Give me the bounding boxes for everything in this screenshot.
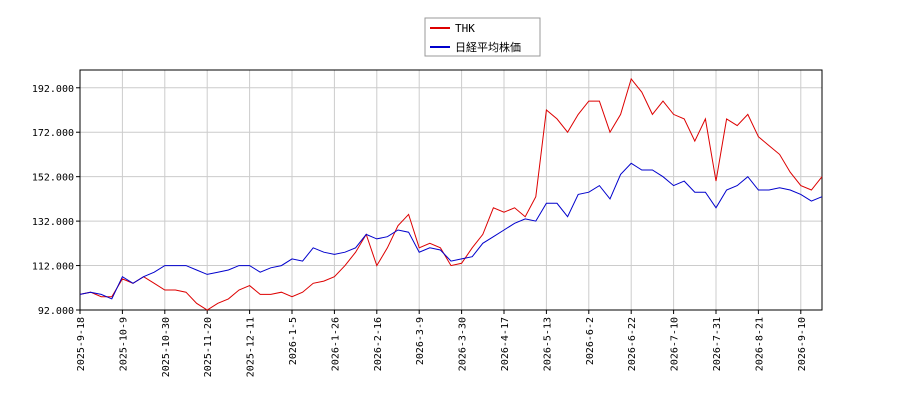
- x-tick-label: 2026-9-10: [797, 317, 808, 371]
- x-tick-label: 2026-6-22: [627, 317, 638, 371]
- x-tick-label: 2026-7-31: [712, 317, 723, 371]
- x-tick-label: 2026-2-16: [373, 317, 384, 371]
- y-tick-label: 172.000: [32, 128, 74, 139]
- x-tick-label: 2026-5-13: [542, 317, 553, 371]
- x-tick-label: 2025-10-9: [118, 317, 129, 371]
- x-tick-label: 2026-8-21: [754, 317, 765, 371]
- y-tick-label: 152.000: [32, 173, 74, 184]
- legend-box: [424, 17, 541, 57]
- y-tick-label: 132.000: [32, 217, 74, 228]
- x-tick-label: 2026-1-26: [330, 317, 341, 371]
- x-tick-label: 2026-6-2: [585, 317, 596, 365]
- legend-label: 日経平均株価: [455, 40, 521, 54]
- line-series: [79, 77, 823, 311]
- y-tick-label: 92.000: [38, 306, 74, 317]
- x-tick-label: 2026-4-17: [500, 317, 511, 371]
- x-tick-label: 2025-10-30: [161, 317, 172, 377]
- x-tick-label: 2025-12-11: [246, 317, 257, 377]
- x-tick-label: 2026-7-10: [670, 317, 681, 371]
- plot-frame: [79, 69, 823, 311]
- x-tick-label: 2025-9-18: [76, 317, 87, 371]
- y-tick-label: 192.000: [32, 84, 74, 95]
- x-tick-label: 2025-11-20: [203, 317, 214, 377]
- x-tick-label: 2026-1-5: [288, 317, 299, 365]
- legend-label: THK: [455, 22, 475, 35]
- y-tick-label: 112.000: [32, 262, 74, 273]
- legend: THK 日経平均株価: [424, 17, 541, 57]
- x-tick-label: 2026-3-30: [458, 317, 469, 371]
- x-tick-label: 2026-3-9: [415, 317, 426, 365]
- line-series: [79, 162, 823, 300]
